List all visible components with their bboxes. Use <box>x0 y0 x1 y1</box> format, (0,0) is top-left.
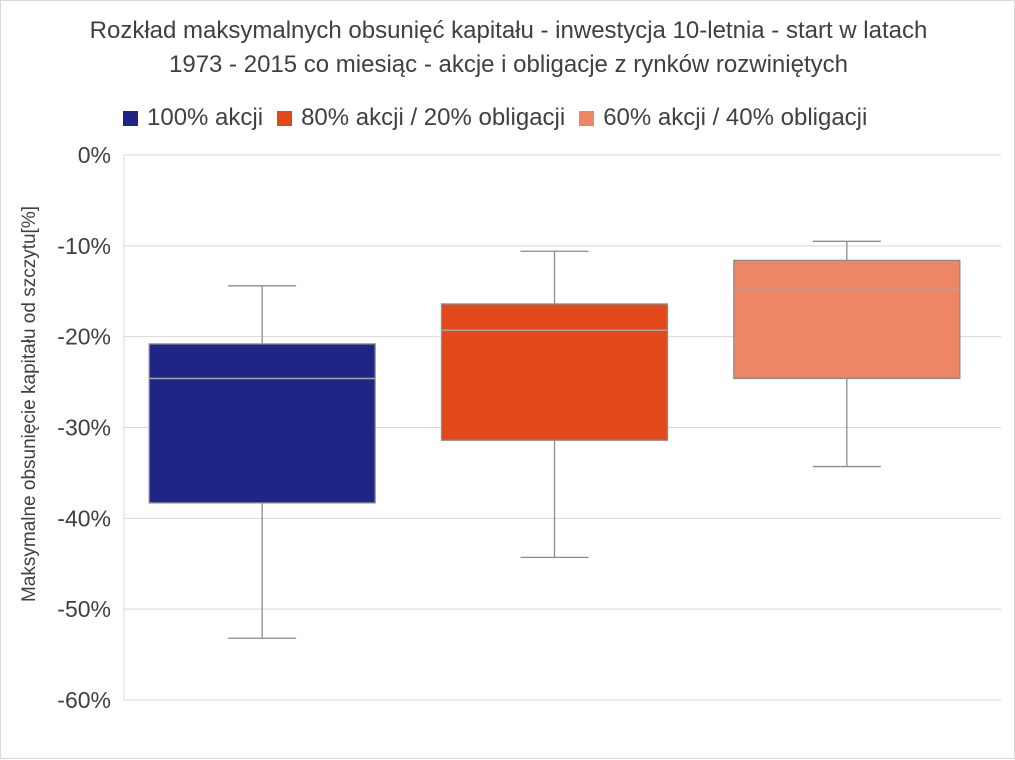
chart-title-line-2: 1973 - 2015 co miesiąc - akcje i obligac… <box>169 51 848 78</box>
box <box>440 303 669 441</box>
legend-item-80-20: 80% akcji / 20% obligacji <box>277 104 565 132</box>
y-tick-label: 0% <box>78 142 111 168</box>
y-tick-label: -30% <box>57 415 111 441</box>
legend-item-60-40: 60% akcji / 40% obligacji <box>579 104 867 132</box>
chart-title-line-1: Rozkład maksymalnych obsunięć kapitału -… <box>89 17 928 44</box>
y-tick-label: -60% <box>57 687 111 713</box>
legend-swatch-100-akcji <box>123 110 138 126</box>
y-tick-label: -20% <box>57 324 111 350</box>
legend-item-100-akcji: 100% akcji <box>123 104 263 132</box>
y-tick-label: -50% <box>57 596 111 622</box>
legend-swatch-60-40 <box>579 110 595 126</box>
box <box>733 259 961 380</box>
legend: 100% akcji 80% akcji / 20% obligacji 60%… <box>123 104 881 132</box>
legend-swatch-80-20 <box>277 110 293 126</box>
box <box>148 343 376 504</box>
legend-label-100-akcji: 100% akcji <box>147 104 264 131</box>
y-tick-label: -40% <box>57 505 111 531</box>
y-tick-label: -10% <box>57 233 111 259</box>
legend-label-60-40: 60% akcji / 40% obligacji <box>603 104 868 131</box>
legend-label-80-20: 80% akcji / 20% obligacji <box>301 104 566 131</box>
